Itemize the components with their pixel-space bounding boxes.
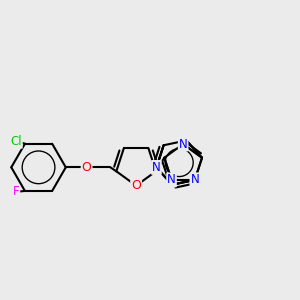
Text: F: F [13, 185, 19, 198]
Text: N: N [167, 173, 176, 186]
Text: N: N [190, 173, 199, 186]
Text: Cl: Cl [10, 135, 22, 148]
Text: N: N [179, 137, 188, 151]
Text: O: O [131, 179, 141, 192]
Text: O: O [82, 161, 92, 174]
Text: N: N [152, 161, 161, 174]
